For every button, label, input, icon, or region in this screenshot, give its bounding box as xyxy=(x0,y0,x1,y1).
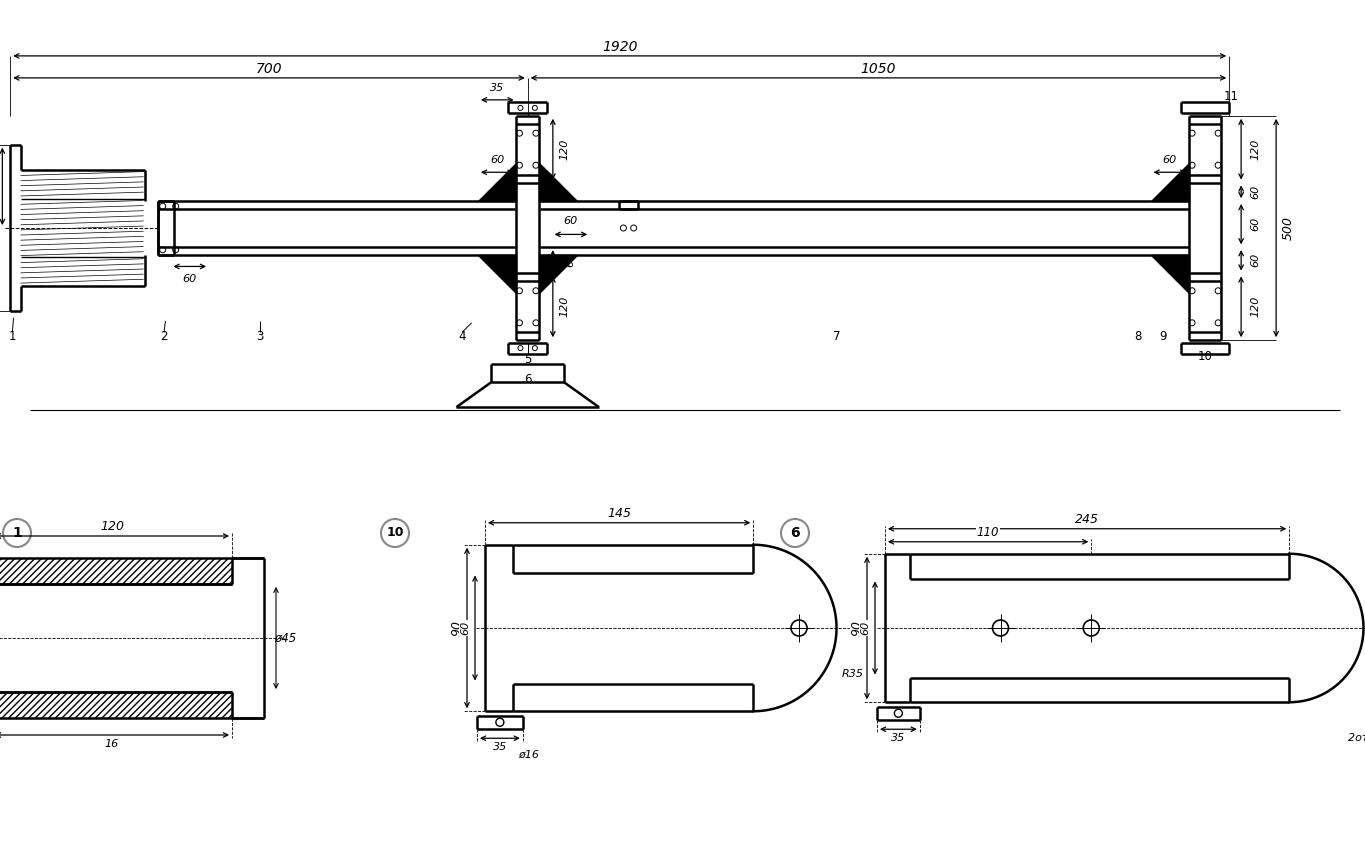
Circle shape xyxy=(516,320,523,326)
Text: 90: 90 xyxy=(850,620,864,636)
Circle shape xyxy=(516,131,523,137)
Text: 120: 120 xyxy=(1250,296,1260,317)
Text: 60: 60 xyxy=(490,155,504,165)
Circle shape xyxy=(517,105,523,110)
Circle shape xyxy=(532,162,539,168)
Circle shape xyxy=(173,204,179,209)
Bar xyxy=(0,558,232,584)
Text: 60: 60 xyxy=(1250,217,1260,232)
Circle shape xyxy=(160,204,165,209)
Circle shape xyxy=(1215,131,1222,137)
Text: R35: R35 xyxy=(841,669,864,679)
Text: 60: 60 xyxy=(564,216,577,226)
Circle shape xyxy=(1189,287,1196,293)
Text: 120: 120 xyxy=(1250,138,1260,160)
Text: 11: 11 xyxy=(1223,90,1238,103)
Text: 110: 110 xyxy=(977,527,999,539)
Polygon shape xyxy=(478,163,516,201)
Circle shape xyxy=(992,620,1009,636)
Text: ø45: ø45 xyxy=(274,632,296,644)
Text: 8: 8 xyxy=(1134,331,1141,343)
Text: 35: 35 xyxy=(490,83,504,93)
Text: 120: 120 xyxy=(560,138,569,160)
Text: 1050: 1050 xyxy=(861,62,897,75)
Text: 90: 90 xyxy=(450,620,464,636)
Bar xyxy=(0,692,232,718)
Circle shape xyxy=(495,718,504,726)
Polygon shape xyxy=(478,255,516,293)
Circle shape xyxy=(532,346,538,350)
Polygon shape xyxy=(539,255,577,293)
Text: 6: 6 xyxy=(790,526,800,540)
Polygon shape xyxy=(1151,163,1189,201)
Text: 145: 145 xyxy=(607,507,631,521)
Circle shape xyxy=(517,346,523,350)
Circle shape xyxy=(1215,287,1222,293)
Circle shape xyxy=(1189,320,1196,326)
Circle shape xyxy=(1189,162,1196,168)
Text: 60: 60 xyxy=(1163,155,1177,165)
Circle shape xyxy=(792,620,807,636)
Circle shape xyxy=(532,105,538,110)
Text: 3: 3 xyxy=(257,331,263,343)
Text: 245: 245 xyxy=(1076,513,1099,527)
Polygon shape xyxy=(539,163,577,201)
Text: 35: 35 xyxy=(891,734,905,743)
Circle shape xyxy=(173,247,179,253)
Text: 60: 60 xyxy=(460,621,470,635)
Circle shape xyxy=(532,287,539,293)
Text: 700: 700 xyxy=(255,62,283,75)
Text: 2: 2 xyxy=(160,331,168,343)
Text: 120: 120 xyxy=(560,296,569,317)
Text: 16: 16 xyxy=(105,739,119,749)
Text: 9: 9 xyxy=(1160,331,1167,343)
Circle shape xyxy=(532,131,539,137)
Text: 60: 60 xyxy=(183,275,197,284)
Circle shape xyxy=(1215,162,1222,168)
Text: 1920: 1920 xyxy=(602,40,637,54)
Text: 500: 500 xyxy=(1282,216,1294,240)
Circle shape xyxy=(1215,320,1222,326)
Text: 60: 60 xyxy=(565,254,575,267)
Circle shape xyxy=(516,162,523,168)
Circle shape xyxy=(1084,620,1099,636)
Circle shape xyxy=(621,225,627,231)
Text: 2отв. ø16: 2отв. ø16 xyxy=(1349,733,1365,742)
Text: 6: 6 xyxy=(524,373,531,387)
Circle shape xyxy=(631,225,636,231)
Text: 10: 10 xyxy=(386,527,404,539)
Text: 60: 60 xyxy=(1250,254,1260,267)
Circle shape xyxy=(1189,131,1196,137)
Text: 4: 4 xyxy=(459,331,465,343)
Polygon shape xyxy=(1151,255,1189,293)
Text: 5: 5 xyxy=(524,353,531,365)
Circle shape xyxy=(160,247,165,253)
Circle shape xyxy=(516,287,523,293)
Circle shape xyxy=(894,709,902,717)
Text: 1: 1 xyxy=(8,331,16,343)
Text: 7: 7 xyxy=(833,331,841,343)
Text: 60: 60 xyxy=(860,621,870,635)
Text: 1: 1 xyxy=(12,526,22,540)
Text: ø16: ø16 xyxy=(517,750,539,759)
Circle shape xyxy=(532,320,539,326)
Text: 35: 35 xyxy=(493,742,506,752)
Text: 120: 120 xyxy=(100,520,124,533)
Text: 60: 60 xyxy=(1250,185,1260,199)
Text: 10: 10 xyxy=(1197,349,1212,363)
